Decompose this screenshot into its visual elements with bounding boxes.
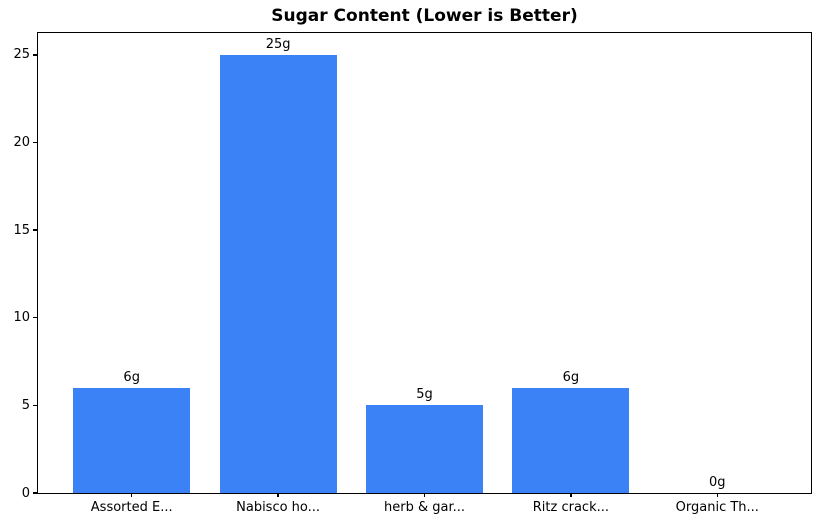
bar-value-label: 0g <box>709 475 726 490</box>
bar <box>365 405 484 493</box>
y-tick-mark <box>33 492 37 494</box>
x-tick-label: Organic Th... <box>675 500 759 515</box>
x-tick-mark <box>277 493 279 497</box>
y-tick-mark <box>33 141 37 144</box>
x-tick-label: herb & gar... <box>383 500 466 515</box>
y-tick-label: 25 <box>13 47 30 63</box>
plot-area: 0 5 10 15 20 25 6g Assorted E... 25g Nabisco ho..… <box>13 32 812 515</box>
y-tick-label: 15 <box>13 222 30 238</box>
bar-value-label: 6g <box>123 369 140 385</box>
y-tick-label: 0 <box>21 485 30 501</box>
x-tick-label: Nabisco ho... <box>236 500 321 515</box>
bar <box>512 387 630 493</box>
bar <box>219 54 337 493</box>
x-tick-label: Assorted E... <box>90 500 173 515</box>
y-tick-mark <box>33 229 37 231</box>
x-tick-mark <box>570 493 572 497</box>
chart-title: Sugar Content (Lower is Better) <box>271 6 578 26</box>
x-tick-mark <box>130 493 133 497</box>
bar <box>73 387 191 493</box>
y-tick-label: 5 <box>21 397 30 413</box>
bar-value-label: 25g <box>265 36 291 52</box>
x-tick-mark <box>423 493 426 497</box>
x-tick-mark <box>716 493 718 497</box>
bar-value-label: 5g <box>416 387 433 403</box>
y-tick-mark <box>33 317 37 319</box>
y-tick-mark <box>33 54 37 56</box>
y-tick-label: 20 <box>13 135 30 151</box>
bar-value-label: 6g <box>562 369 580 385</box>
x-tick-label: Ritz crack... <box>532 500 610 515</box>
y-tick-label: 10 <box>13 310 30 326</box>
y-tick-mark <box>33 404 37 407</box>
